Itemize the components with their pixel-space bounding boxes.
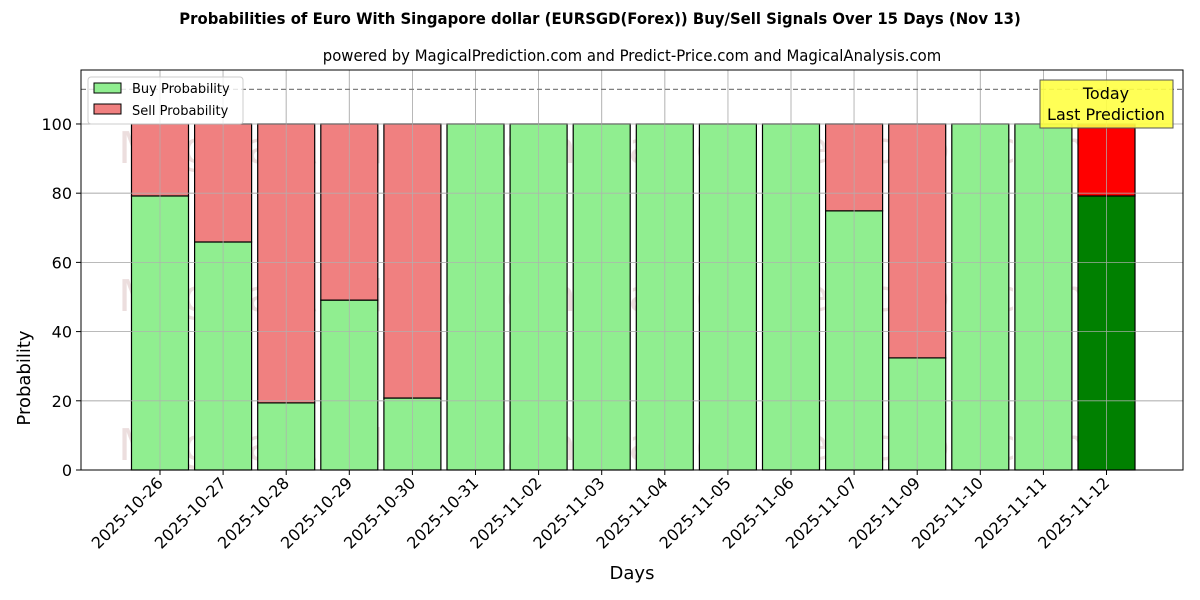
y-tick-label: 100: [41, 115, 72, 134]
legend: Buy Probability Sell Probability: [87, 76, 244, 125]
legend-buy-label: Buy Probability: [132, 82, 230, 97]
plot-frame: [80, 69, 1184, 471]
y-axis-ticks: 0 20 40 60 80 100: [41, 115, 81, 480]
y-axis-label-wrap: Probability: [14, 323, 38, 433]
annotation-line2: Last Prediction: [1047, 105, 1165, 124]
y-axis-label: Probability: [14, 330, 35, 426]
legend-buy-swatch: [93, 82, 122, 94]
y-tick-label: 80: [52, 184, 72, 203]
y-tick-label: 0: [62, 461, 72, 480]
y-tick-label: 20: [52, 392, 72, 411]
x-axis-label: Days: [609, 563, 655, 584]
today-annotation: Today Last Prediction: [1039, 79, 1174, 129]
annotation-line1: Today: [1082, 84, 1129, 103]
chart-subtitle: powered by MagicalPrediction.com and Pre…: [322, 46, 942, 65]
x-axis-ticks: 2025-10-262025-10-272025-10-282025-10-29…: [88, 470, 1113, 553]
legend-sell-swatch: [93, 103, 122, 115]
y-tick-label: 40: [52, 323, 72, 342]
legend-sell-label: Sell Probability: [132, 104, 229, 119]
legend-box: [87, 76, 244, 125]
chart-title: Probabilities of Euro With Singapore dol…: [179, 9, 1021, 28]
y-tick-label: 60: [52, 253, 72, 272]
annotation-box: [1039, 79, 1174, 129]
